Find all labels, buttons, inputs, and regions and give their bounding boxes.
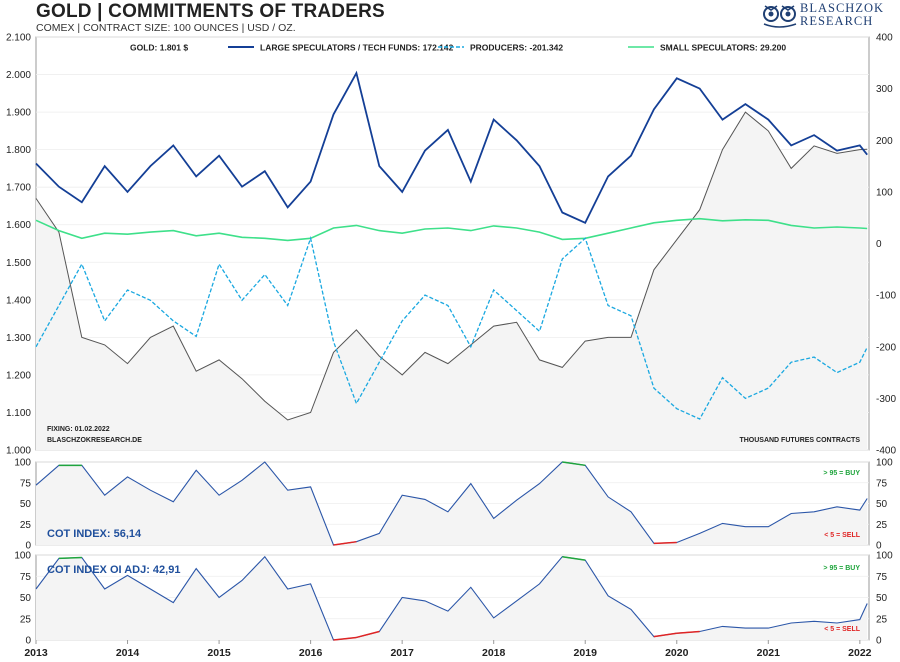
cot-oi-signal-segment	[676, 630, 700, 634]
x-tick-label: 2018	[482, 647, 506, 659]
cot-oi-right-tick: 25	[876, 614, 888, 625]
cot-oi-line	[35, 555, 868, 641]
chart-axes: 1.000 1.100 1.200 1.300 1.400 1.500 1.600 1.700…	[6, 33, 896, 660]
right-tick-label: -200	[876, 342, 896, 353]
cot-oi-signal-segment	[58, 556, 82, 560]
cot-index-left-tick: 25	[20, 520, 32, 531]
fixing-label: FIXING: 01.02.2022	[47, 426, 110, 433]
left-tick-label: 1.800	[6, 145, 31, 156]
x-tick-label: 2016	[299, 647, 323, 659]
source-label: BLASCHZOKRESEARCH.DE	[47, 437, 142, 444]
right-tick-label: -400	[876, 446, 896, 457]
x-tick-label: 2013	[24, 647, 48, 659]
right-tick-label: 400	[876, 33, 893, 44]
cot-index-left-tick: 0	[25, 541, 31, 552]
cot-oi-left-tick: 50	[20, 593, 32, 604]
cot-oi-buy-label: > 95 = BUY	[823, 565, 860, 572]
legend-entry: GOLD: 1.801 $	[130, 43, 188, 53]
left-tick-label: 1.300	[6, 333, 31, 344]
left-tick-label: 1.200	[6, 370, 31, 381]
logo-line-1: BLASCHZOK	[800, 1, 885, 15]
cot-index-right-tick: 50	[876, 499, 888, 510]
chart-title: GOLD | COMMITMENTS OF TRADERS	[36, 1, 385, 22]
cot-oi-area	[36, 556, 868, 640]
cot-oi-signal-segment	[653, 632, 677, 638]
right-tick-label: 100	[876, 187, 893, 198]
cot-oi-left-tick: 25	[20, 614, 32, 625]
x-tick-label: 2014	[116, 647, 140, 659]
cot-oi-signal-segment	[333, 636, 357, 641]
cot-index-left-tick: 50	[20, 499, 32, 510]
cot-oi-right-tick: 100	[876, 551, 893, 562]
left-tick-label: 1.500	[6, 258, 31, 269]
cot-oi-label: COT INDEX OI ADJ: 42,91	[47, 564, 180, 576]
left-tick-label: 1.900	[6, 108, 31, 119]
small-specs-line	[35, 217, 868, 242]
cot-oi-right-tick: 75	[876, 572, 888, 583]
left-tick-label: 1.000	[6, 446, 31, 457]
cot-index-signal-segment	[653, 541, 677, 545]
right-tick-label: -300	[876, 394, 896, 405]
legend-entry: SMALL SPECULATORS: 29.200	[660, 43, 786, 53]
cot-oi-right-tick: 50	[876, 593, 888, 604]
brand-logo: BLASCHZOK RESEARCH	[762, 2, 892, 32]
left-tick-label: 1.700	[6, 183, 31, 194]
owl-logo-icon	[763, 5, 797, 28]
left-tick-label: 1.100	[6, 408, 31, 419]
cot-index-left-tick: 100	[14, 458, 31, 469]
cot-index-right-tick: 25	[876, 520, 888, 531]
cot-oi-signal-segment	[356, 630, 380, 639]
right-tick-label: 200	[876, 136, 893, 147]
cot-sell-label: < 5 = SELL	[824, 532, 861, 539]
left-tick-label: 2.000	[6, 70, 31, 81]
cot-oi-left-tick: 0	[25, 636, 31, 647]
left-tick-label: 1.400	[6, 295, 31, 306]
x-tick-label: 2015	[207, 647, 231, 659]
chart-series	[35, 70, 868, 641]
cot-index-area	[36, 462, 868, 545]
cot-index-label: COT INDEX: 56,14	[47, 528, 142, 540]
gold-line	[35, 111, 868, 421]
cot-oi-left-tick: 75	[20, 572, 32, 583]
cot-index-signal-segment	[562, 461, 586, 467]
chart-labels: FIXING: 01.02.2022 BLASCHZOKRESEARCH.DE …	[47, 426, 861, 633]
cot-index-left-tick: 75	[20, 478, 32, 489]
right-tick-label: 0	[876, 239, 882, 250]
chart-subtitle: COMEX | CONTRACT SIZE: 100 OUNCES | USD …	[36, 22, 296, 34]
x-tick-label: 2017	[390, 647, 414, 659]
cot-oi-sell-label: < 5 = SELL	[824, 626, 861, 633]
left-tick-label: 2.100	[6, 33, 31, 44]
gold-area	[36, 112, 868, 450]
large-specs-line	[35, 70, 868, 224]
x-tick-label: 2022	[848, 647, 872, 659]
right-axis-label: THOUSAND FUTURES CONTRACTS	[739, 437, 860, 444]
right-tick-label: -100	[876, 291, 896, 302]
cot-oi-signal-segment	[562, 555, 586, 561]
x-tick-label: 2019	[574, 647, 598, 659]
producers-line	[35, 235, 868, 420]
cot-index-right-tick: 100	[876, 458, 893, 469]
cot-index-signal-segment	[333, 540, 357, 546]
right-tick-label: 300	[876, 84, 893, 95]
x-tick-label: 2021	[757, 647, 781, 659]
cot-index-right-tick: 0	[876, 541, 882, 552]
cot-index-right-tick: 75	[876, 478, 888, 489]
cot-oi-right-tick: 0	[876, 636, 882, 647]
chart-legend: GOLD: 1.801 $ LARGE SPECULATORS / TECH FU…	[130, 43, 786, 53]
cot-oi-left-tick: 100	[14, 551, 31, 562]
legend-entry: LARGE SPECULATORS / TECH FUNDS: 172.142	[260, 43, 454, 53]
logo-line-2: RESEARCH	[800, 14, 874, 28]
left-tick-label: 1.600	[6, 220, 31, 231]
x-tick-label: 2020	[665, 647, 689, 659]
legend-entry: PRODUCERS: -201.342	[470, 43, 563, 53]
cot-buy-label: > 95 = BUY	[823, 470, 860, 477]
cot-index-line	[35, 461, 868, 546]
